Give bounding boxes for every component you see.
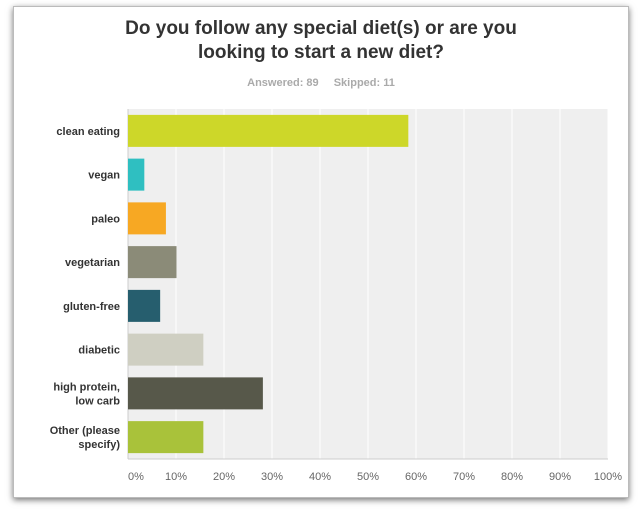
x-tick-label: 30%	[261, 471, 283, 483]
bar	[128, 421, 204, 454]
x-tick-label: 50%	[357, 471, 379, 483]
answered-count: Answered: 89	[247, 77, 319, 89]
category-label: gluten-free	[63, 301, 120, 313]
x-tick-label: 20%	[213, 471, 235, 483]
category-label: high protein,	[53, 381, 120, 393]
category-label: vegetarian	[65, 257, 120, 269]
x-tick-label: 100%	[594, 471, 622, 483]
category-label: diabetic	[78, 345, 120, 357]
category-label: low carb	[75, 395, 120, 407]
question-title: Do you follow any special diet(s) or are…	[14, 17, 628, 65]
x-tick-label: 70%	[453, 471, 475, 483]
title-line-2: looking to start a new diet?	[198, 42, 444, 63]
bar	[128, 289, 161, 322]
bar	[128, 246, 177, 279]
x-tick-label: 90%	[549, 471, 571, 483]
category-label: paleo	[91, 213, 120, 225]
response-stats: Answered: 89 Skipped: 11	[14, 77, 628, 89]
x-tick-label: 10%	[165, 471, 187, 483]
bar	[128, 158, 145, 191]
bar	[128, 377, 263, 410]
skipped-count: Skipped: 11	[333, 77, 395, 89]
title-line-1: Do you follow any special diet(s) or are…	[125, 18, 517, 39]
bar	[128, 202, 166, 235]
bar	[128, 333, 204, 366]
x-tick-label: 40%	[309, 471, 331, 483]
x-tick-label: 0%	[128, 471, 144, 483]
x-tick-label: 80%	[501, 471, 523, 483]
category-label: vegan	[88, 170, 120, 182]
bar	[128, 114, 409, 147]
category-label: specify)	[78, 439, 120, 451]
category-label: clean eating	[56, 126, 120, 138]
x-tick-label: 60%	[405, 471, 427, 483]
category-label: Other (please	[50, 425, 120, 437]
